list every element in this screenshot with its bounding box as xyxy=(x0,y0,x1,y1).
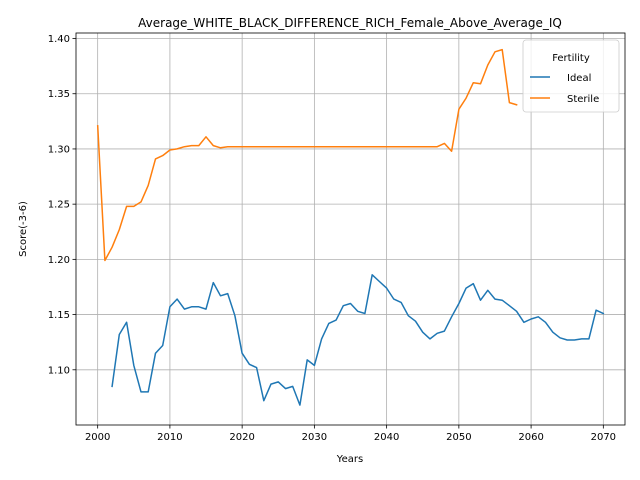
x-axis-ticks: 2000 2010 2020 2030 2040 2050 2060 2070 xyxy=(85,425,616,443)
y-axis-ticks: 1.10 1.15 1.20 1.25 1.30 1.35 1.40 xyxy=(48,34,76,376)
chart-title: Average_WHITE_BLACK_DIFFERENCE_RICH_Fema… xyxy=(138,16,562,30)
x-tick-label: 2070 xyxy=(591,432,616,443)
x-tick-label: 2000 xyxy=(85,432,110,443)
x-tick-label: 2030 xyxy=(302,432,327,443)
legend-label-ideal: Ideal xyxy=(567,73,591,84)
x-axis-label: Years xyxy=(336,454,363,465)
y-tick-label: 1.15 xyxy=(48,310,70,321)
y-tick-label: 1.25 xyxy=(48,200,70,211)
legend: Fertility Ideal Sterile xyxy=(522,39,620,113)
series-line-ideal xyxy=(111,274,605,406)
x-tick-label: 2020 xyxy=(229,432,254,443)
x-tick-label: 2040 xyxy=(374,432,399,443)
x-tick-label: 2010 xyxy=(157,432,182,443)
y-axis-label: Score(-3-6) xyxy=(18,201,29,257)
y-tick-label: 1.20 xyxy=(48,255,70,266)
y-tick-label: 1.10 xyxy=(48,365,70,376)
series-line-sterile xyxy=(96,48,518,262)
y-tick-label: 1.35 xyxy=(48,89,70,100)
legend-label-sterile: Sterile xyxy=(567,94,599,105)
series-lines xyxy=(96,48,605,406)
y-tick-label: 1.40 xyxy=(48,34,70,45)
legend-title: Fertility xyxy=(552,53,590,64)
x-tick-label: 2050 xyxy=(446,432,471,443)
y-tick-label: 1.30 xyxy=(48,144,70,155)
plot-frame xyxy=(75,32,626,426)
legend-box xyxy=(522,39,620,113)
x-tick-label: 2060 xyxy=(518,432,543,443)
